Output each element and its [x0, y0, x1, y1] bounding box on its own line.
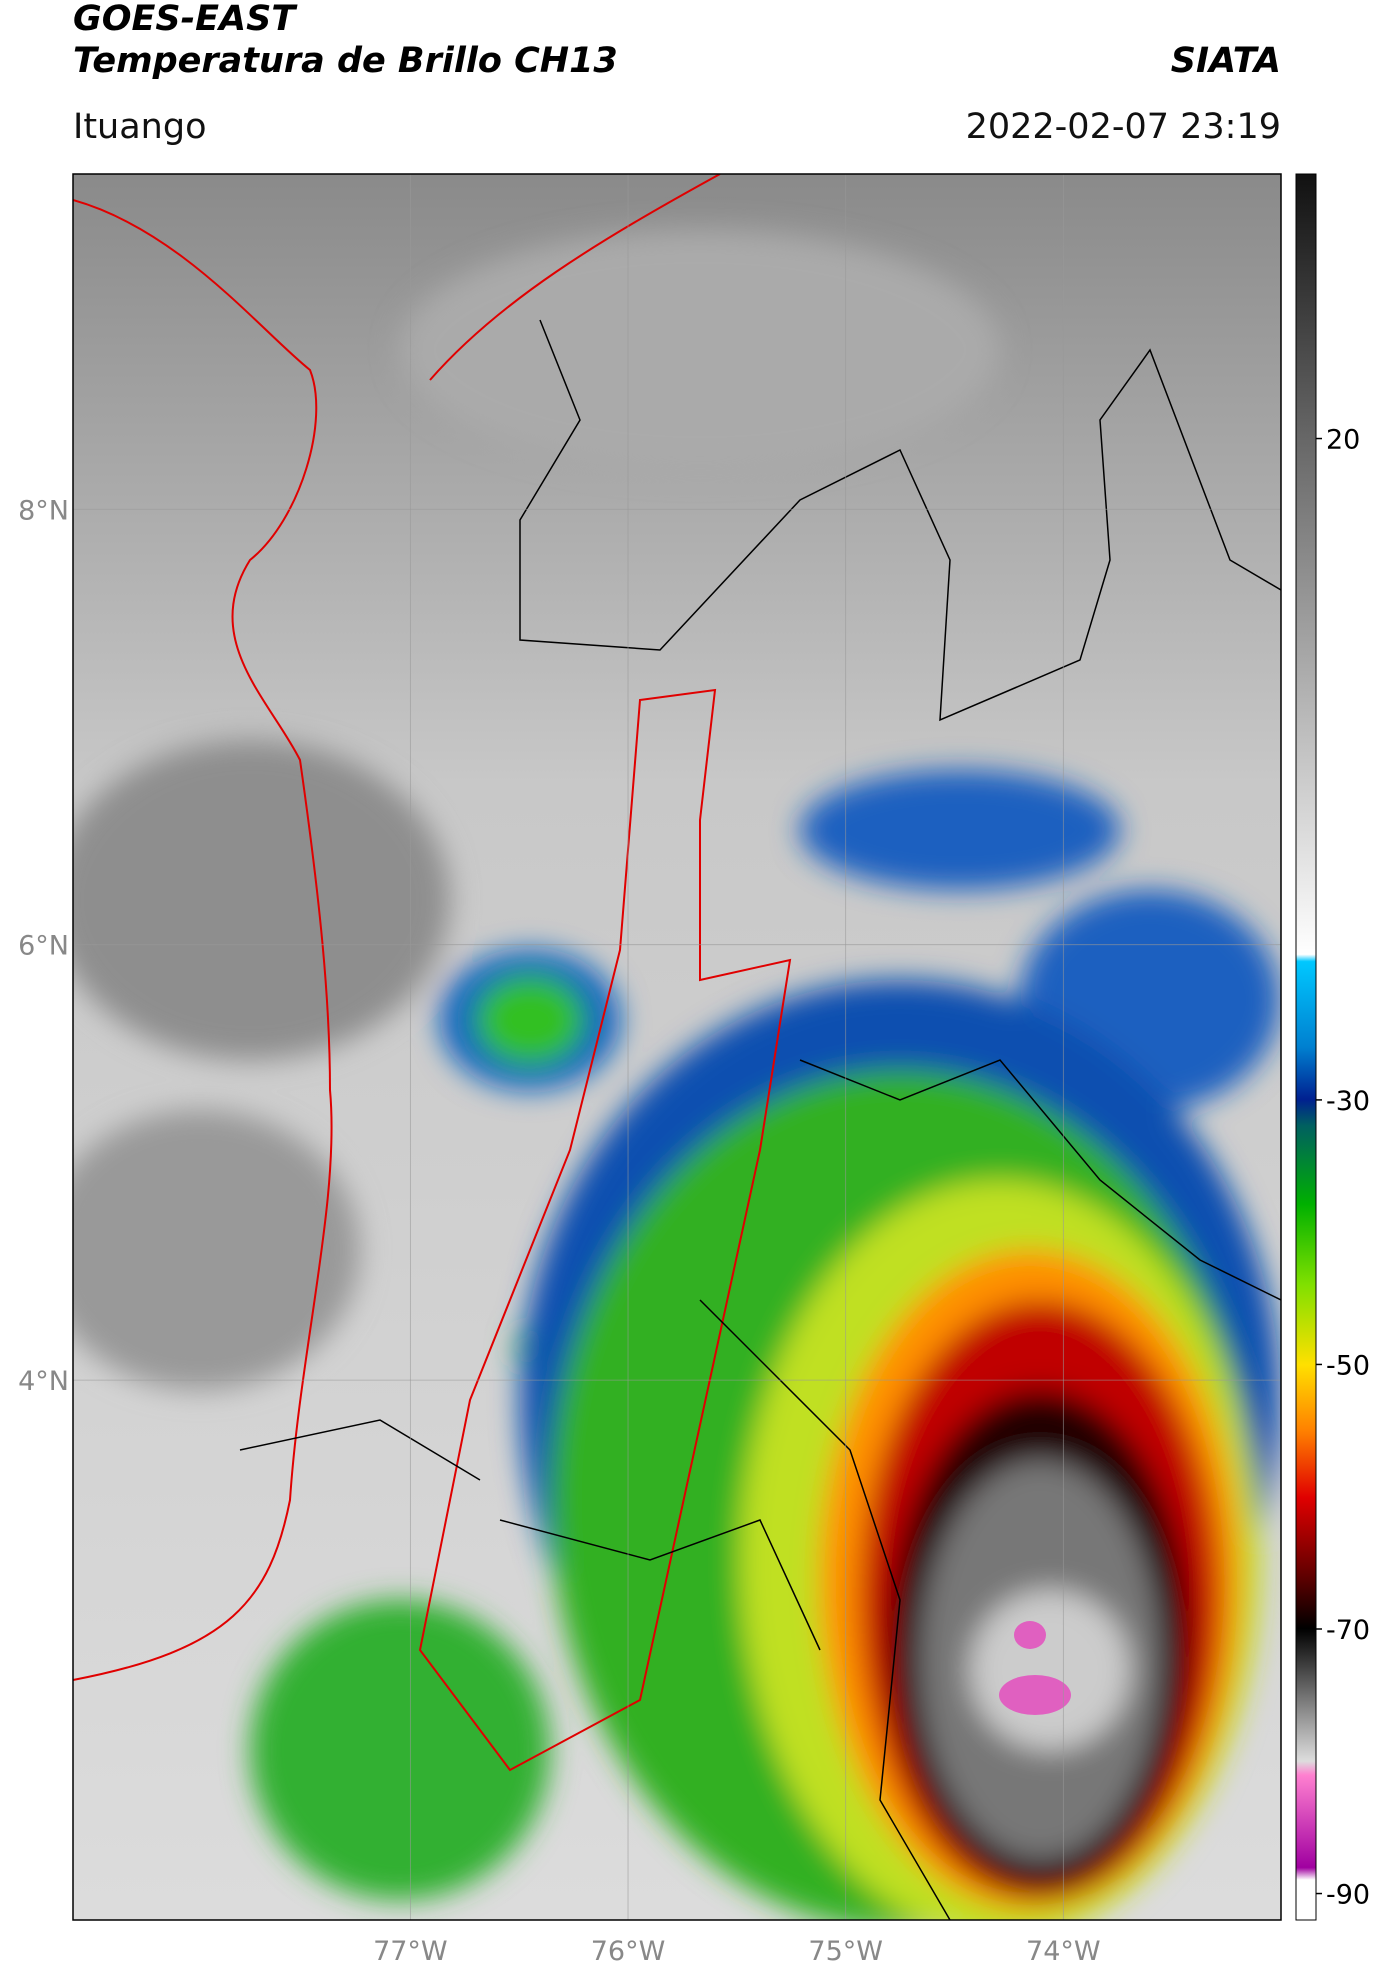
subtitle: Temperatura de Brillo CH13: [73, 41, 618, 81]
map-frame: [72, 173, 1282, 1921]
region: Ituango: [73, 107, 207, 147]
x-tick-label: 74°W: [1026, 1936, 1101, 1967]
y-tick-label: 4°N: [18, 1366, 69, 1397]
colorbar-tick-label: 20: [1326, 425, 1360, 456]
x-tick-label: 76°W: [591, 1936, 666, 1967]
colorbar-tick-label: -30: [1326, 1086, 1370, 1117]
y-tick-label: 6°N: [18, 931, 69, 962]
x-tick-label: 77°W: [373, 1936, 448, 1967]
datetime: 2022-02-07 23:19: [966, 107, 1281, 147]
graticule: [73, 174, 1281, 1920]
y-tick-label: 8°N: [18, 495, 69, 526]
x-tick-label: 75°W: [808, 1936, 883, 1967]
satellite-image: [73, 174, 1281, 1920]
colorbar-tick-label: -50: [1326, 1350, 1370, 1381]
colorbar: [1295, 173, 1317, 1921]
organization: SIATA: [1171, 41, 1281, 81]
colorbar-tick-label: -70: [1326, 1615, 1370, 1646]
title: GOES-EAST: [73, 0, 298, 39]
colorbar-tick-label: -90: [1326, 1880, 1370, 1911]
